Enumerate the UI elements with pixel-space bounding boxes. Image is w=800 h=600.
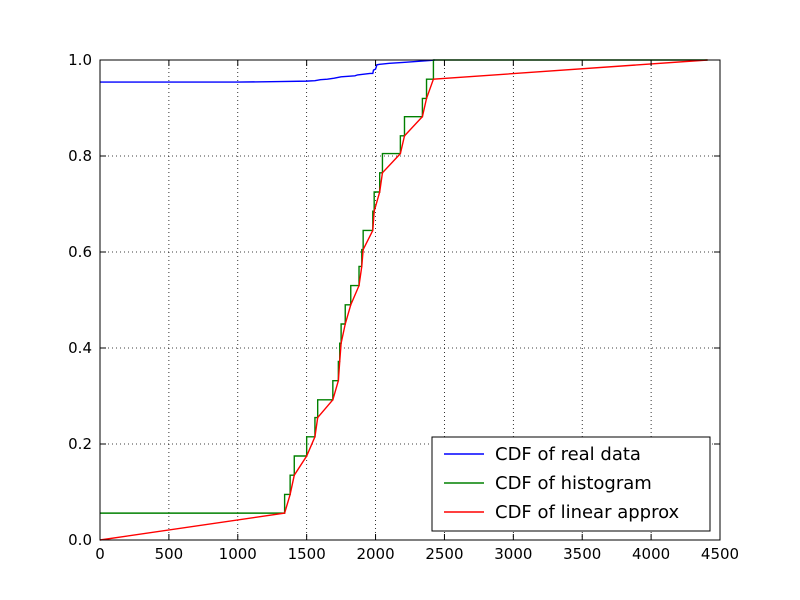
- legend-label: CDF of real data: [495, 444, 641, 465]
- x-tick-label: 0: [95, 545, 105, 563]
- series-line-1: [100, 59, 435, 83]
- x-tick-label: 1000: [219, 545, 257, 563]
- x-tick-label: 500: [155, 545, 184, 563]
- x-tick-label: 3000: [494, 545, 532, 563]
- y-tick-label: 0.8: [68, 147, 92, 165]
- x-tick-label: 2500: [425, 545, 463, 563]
- x-tick-label: 4000: [632, 545, 670, 563]
- x-tick-label: 1500: [288, 545, 326, 563]
- x-tick-label: 3500: [563, 545, 601, 563]
- y-tick-label: 0.4: [68, 339, 92, 357]
- legend-label: CDF of histogram: [495, 473, 652, 494]
- legend: CDF of real data CDF of histogram CDF of l…: [431, 436, 711, 532]
- series-line-3: [99, 59, 708, 541]
- y-tick-label: 0.2: [68, 435, 92, 453]
- axis-ticks: 0 500 1000 1500 2000 2500 3000 3500 4000 4500 0.0 0…: [68, 51, 739, 563]
- x-tick-label: 4500: [701, 545, 739, 563]
- plot-frame: [99, 59, 721, 541]
- legend-box: [431, 436, 711, 532]
- y-tick-label: 1.0: [68, 51, 92, 69]
- y-tick-label: 0.6: [68, 243, 92, 261]
- y-tick-label: 0.0: [68, 531, 92, 549]
- series-lines: [99, 59, 708, 541]
- legend-label: CDF of linear approx: [495, 502, 680, 523]
- grid-lines: [100, 60, 720, 540]
- x-tick-label: 2000: [356, 545, 394, 563]
